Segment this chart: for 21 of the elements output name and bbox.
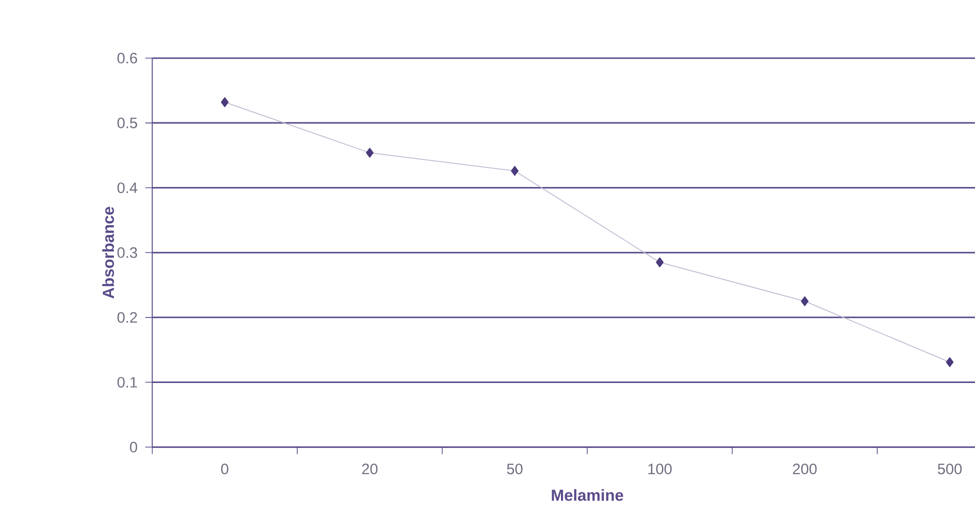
y-tick-label: 0 — [130, 442, 138, 452]
x-tick-label: 50 — [507, 464, 522, 474]
y-tick-label: 0.3 — [117, 247, 138, 258]
y-tick-label: 0.6 — [117, 52, 138, 64]
point — [800, 296, 809, 306]
point — [656, 257, 664, 268]
point — [946, 357, 954, 368]
x-tick-label: 0 — [221, 464, 228, 474]
y-tick-label: 0.4 — [117, 182, 138, 194]
x-axis-title: Melamine — [552, 489, 624, 501]
point — [220, 97, 229, 108]
y-tick-label: 0.2 — [117, 312, 137, 323]
y-axis-title: Absorbance — [102, 206, 114, 298]
x-tick-label: 100 — [648, 464, 672, 474]
y-tick-label: 0.5 — [117, 118, 138, 128]
y-tick-label: 0.1 — [117, 376, 137, 388]
x-tick-label: 200 — [792, 464, 817, 474]
point — [510, 166, 519, 176]
point — [366, 148, 374, 158]
x-tick-label: 500 — [938, 464, 962, 474]
x-tick-label: 20 — [362, 464, 378, 474]
